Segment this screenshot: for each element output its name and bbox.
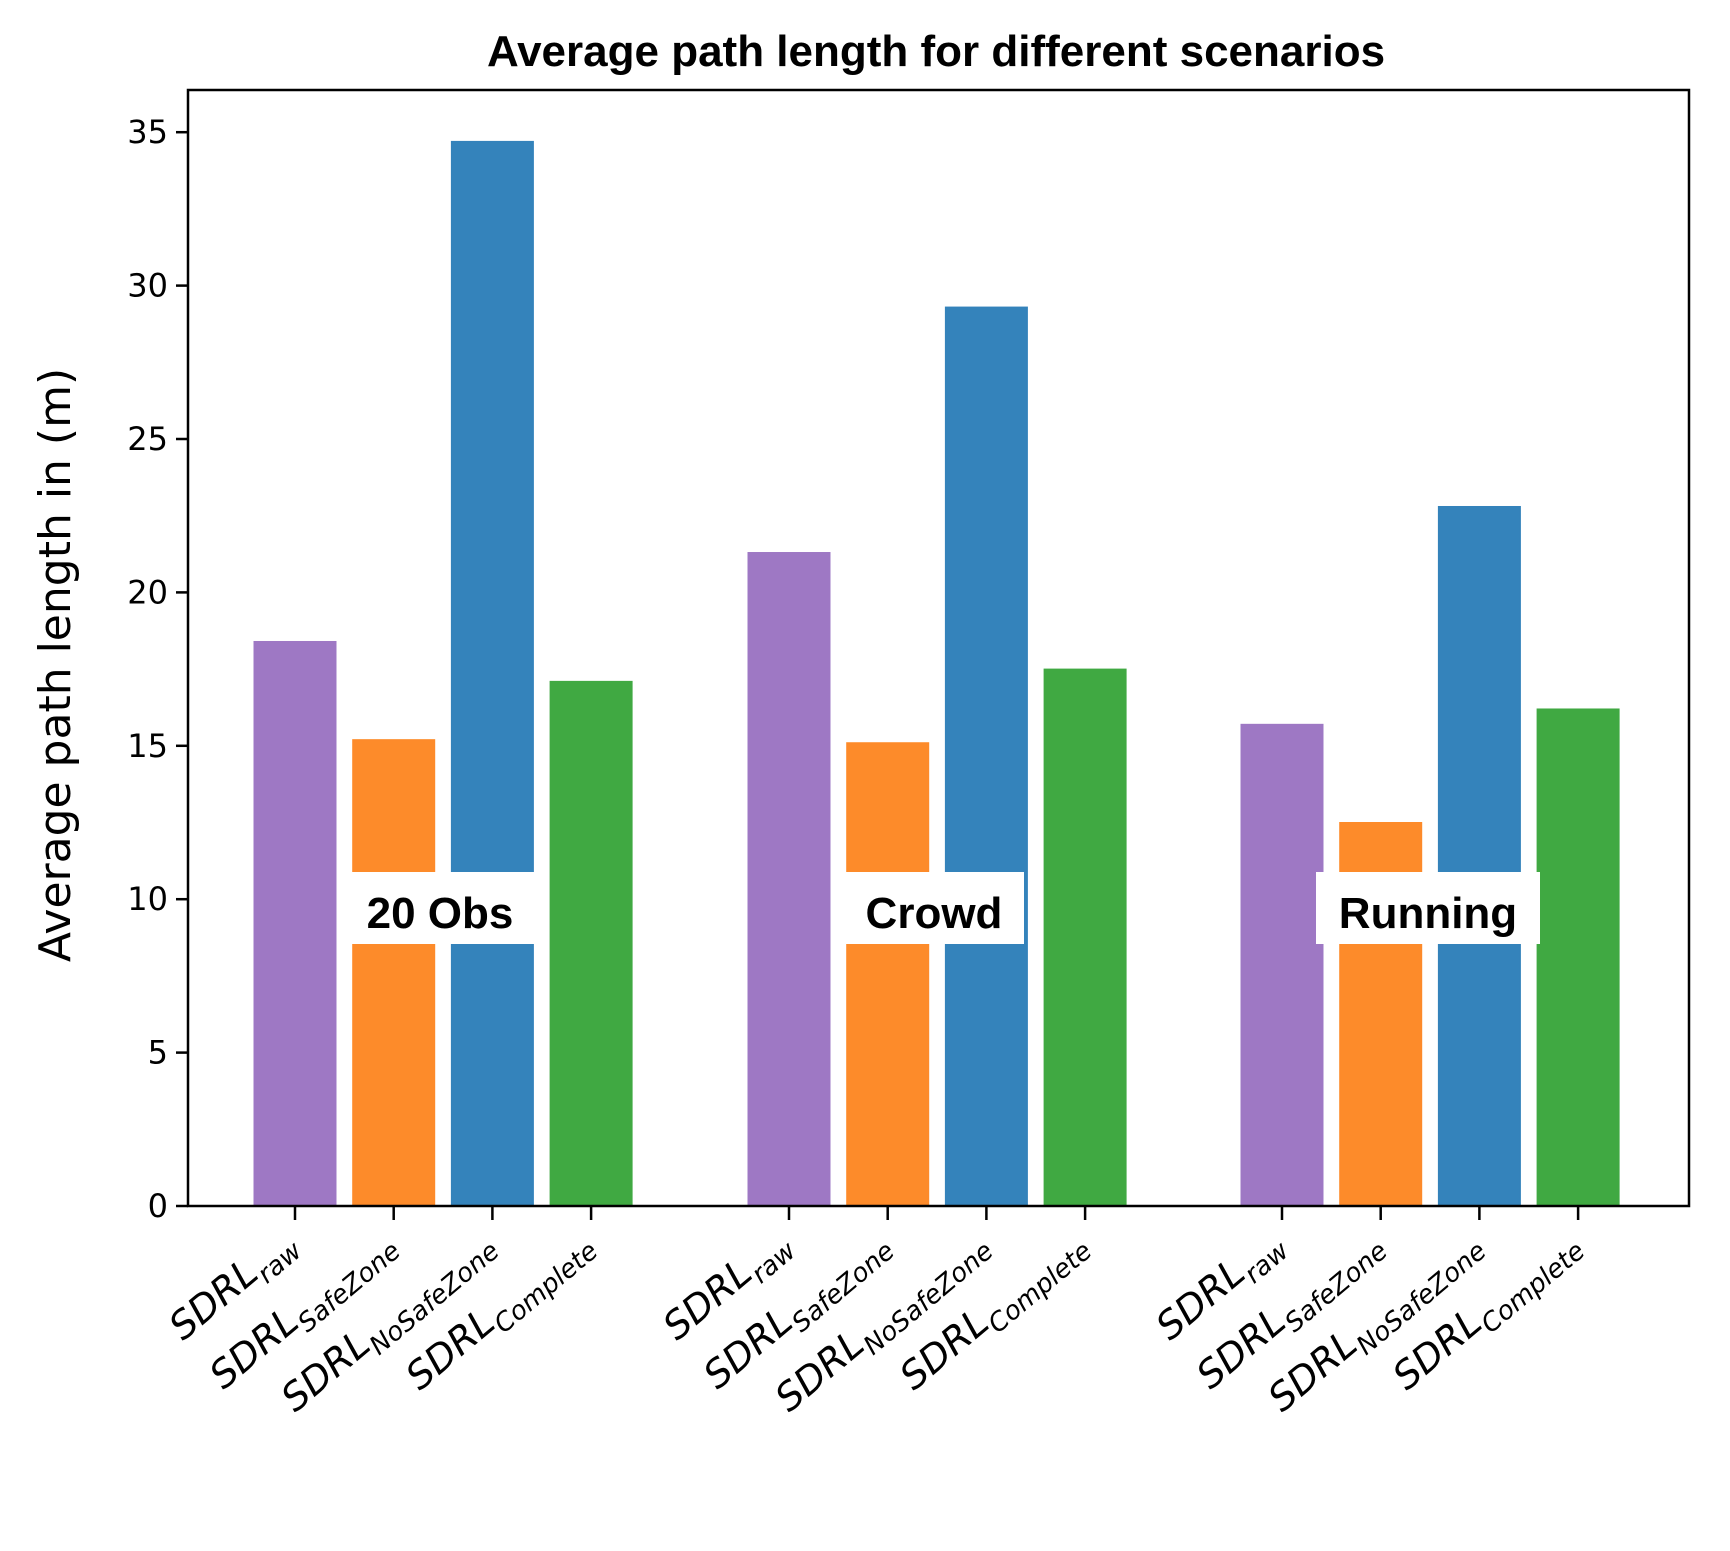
y-tick-label: 35 xyxy=(127,113,168,151)
y-tick-label: 0 xyxy=(148,1187,168,1225)
y-axis: 0 5 10 15 20 25 30 35 xyxy=(127,113,188,1225)
bar-raw-running xyxy=(1240,723,1324,1207)
group-label: 20 Obs xyxy=(367,889,514,938)
bar-safezone-20-obs xyxy=(352,739,436,1207)
y-tick-label: 15 xyxy=(127,727,168,765)
bar-complete-crowd xyxy=(1043,668,1127,1207)
y-axis-label: Average path length in (m) xyxy=(30,368,81,962)
chart-title: Average path length for different scenar… xyxy=(487,27,1385,76)
y-tick-label: 30 xyxy=(127,267,168,305)
bar-nosafezone-crowd xyxy=(944,306,1028,1207)
group-label-box xyxy=(1316,872,1540,944)
group-label-box xyxy=(844,872,1024,944)
plot-frame xyxy=(186,88,1691,1208)
bars-layer xyxy=(253,140,1620,1207)
y-tick-label: 5 xyxy=(148,1034,168,1072)
bar-nosafezone-20-obs xyxy=(450,140,534,1207)
bar-complete-20-obs xyxy=(549,680,633,1207)
group-labels-layer: 20 Obs Crowd Running xyxy=(344,872,1540,944)
bar-safezone-crowd xyxy=(846,742,930,1207)
bar-raw-20-obs xyxy=(253,640,337,1207)
y-tick-label: 20 xyxy=(127,573,168,611)
y-tick-label: 25 xyxy=(127,420,168,458)
group-label-box xyxy=(344,872,536,944)
bar-nosafezone-running xyxy=(1437,505,1521,1207)
bar-raw-crowd xyxy=(747,552,831,1207)
bar-complete-running xyxy=(1536,708,1620,1207)
x-axis: SDRLrawSDRLSafeZoneSDRLNoSafeZoneSDRLCom… xyxy=(160,1206,1591,1420)
group-label: Running xyxy=(1339,889,1517,938)
group-label: Crowd xyxy=(866,889,1003,938)
y-tick-label: 10 xyxy=(127,880,168,918)
